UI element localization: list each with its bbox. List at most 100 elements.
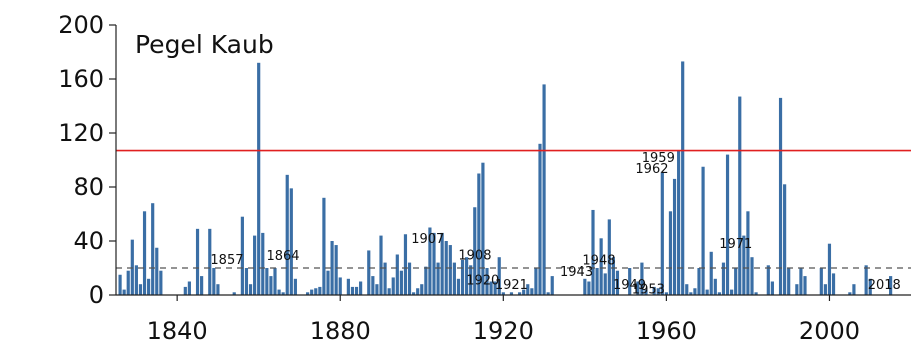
- bar-1988: [778, 97, 783, 296]
- y-tick-label-40: 40: [73, 227, 104, 255]
- bar-1981: [750, 257, 754, 295]
- bar-1922: [509, 292, 514, 295]
- annotation-1908: 1908: [458, 249, 491, 264]
- bar-2006: [852, 284, 856, 295]
- bar-1845: [195, 228, 200, 295]
- bar-1864: [273, 268, 277, 295]
- bar-1863: [269, 276, 273, 295]
- bar-1943: [595, 268, 599, 295]
- annotation-1857: 1857: [210, 253, 243, 268]
- bar-1954: [640, 262, 644, 295]
- bar-1989: [783, 184, 787, 295]
- y-tick-label-120: 120: [58, 119, 104, 147]
- bar-1849: [212, 268, 216, 295]
- bar-1910: [460, 259, 465, 295]
- annotation-1962: 1962: [635, 162, 668, 177]
- x-tick-label-1960: 1960: [636, 317, 697, 345]
- bar-1966: [689, 292, 693, 295]
- bar-1955: [644, 289, 648, 295]
- tick-labels-group: 0 40 80 120 160 200 1840 1880 1920 1960 2000: [58, 11, 860, 345]
- bar-1971: [709, 251, 713, 295]
- annotation-1864: 1864: [266, 249, 299, 264]
- bar-1911: [465, 257, 469, 295]
- x-tick-label-1920: 1920: [473, 317, 534, 345]
- bar-1899: [416, 288, 420, 295]
- bar-1965: [685, 284, 689, 295]
- bar-1978: [738, 96, 742, 295]
- bar-1968: [697, 268, 701, 295]
- bar-1975: [725, 154, 730, 295]
- bar-1912: [469, 265, 473, 295]
- annotation-1948: 1948: [582, 254, 615, 269]
- bar-1854: [232, 292, 236, 295]
- bar-1873: [310, 289, 314, 295]
- bar-1882: [346, 278, 350, 295]
- bar-1979: [742, 235, 746, 295]
- bar-1929: [538, 143, 542, 295]
- bar-1890: [379, 235, 383, 295]
- chart-title: Pegel Kaub: [135, 30, 274, 59]
- bar-1953: [636, 281, 640, 295]
- y-tick-label-160: 160: [58, 65, 104, 93]
- bar-1832: [142, 211, 147, 295]
- bar-1883: [350, 286, 355, 295]
- y-tick-label-200: 200: [58, 11, 104, 39]
- bar-1859: [253, 235, 257, 295]
- bar-1888: [371, 276, 375, 295]
- bar-1877: [326, 270, 330, 295]
- bar-1846: [200, 276, 204, 295]
- bar-1857: [244, 268, 249, 295]
- bar-1900: [420, 284, 424, 295]
- axes-group: [115, 25, 911, 296]
- bar-1992: [795, 284, 799, 295]
- bar-1974: [721, 262, 726, 295]
- bar-1927: [530, 288, 534, 295]
- bar-1898: [412, 292, 416, 295]
- bar-1948: [615, 270, 620, 295]
- bar-1959: [660, 172, 664, 295]
- bar-1893: [391, 277, 395, 295]
- bar-1932: [550, 276, 554, 295]
- bar-2001: [831, 273, 836, 295]
- bar-1891: [383, 262, 387, 295]
- bar-1914: [477, 173, 481, 295]
- bar-1903: [432, 232, 436, 295]
- bar-1905: [440, 232, 444, 295]
- annotation-1953: 1953: [632, 283, 665, 298]
- bar-1925: [522, 289, 526, 295]
- bar-1908: [452, 262, 456, 295]
- bar-1830: [134, 265, 138, 295]
- bar-1896: [403, 234, 408, 295]
- x-tick-label-1840: 1840: [147, 317, 208, 345]
- bar-1913: [473, 207, 477, 295]
- bar-1880: [338, 277, 342, 295]
- bar-1985: [766, 265, 770, 295]
- bar-1961: [668, 211, 673, 295]
- bar-1976: [730, 289, 734, 295]
- bar-1836: [159, 270, 163, 295]
- bar-1828: [126, 270, 130, 295]
- bar-1833: [147, 278, 151, 295]
- bar-1969: [701, 166, 705, 295]
- bar-1868: [289, 188, 293, 295]
- annotation-1907: 1907: [411, 232, 444, 247]
- bar-1930: [542, 84, 546, 296]
- bar-1993: [799, 268, 803, 295]
- bar-1826: [118, 274, 122, 295]
- bar-1835: [155, 247, 159, 295]
- bar-1889: [375, 284, 379, 295]
- annotation-1921: 1921: [495, 278, 528, 293]
- bar-1982: [754, 292, 758, 295]
- bar-1940: [583, 278, 587, 295]
- bar-1945: [603, 273, 607, 295]
- bar-1901: [424, 266, 428, 295]
- annotation-1959: 1959: [642, 151, 675, 166]
- bar-1897: [407, 262, 412, 295]
- bar-1916: [485, 268, 489, 295]
- bar-2005: [848, 292, 852, 295]
- bar-1963: [677, 150, 681, 295]
- bar-1986: [770, 281, 774, 295]
- bar-1862: [265, 268, 269, 295]
- bar-1967: [693, 288, 697, 295]
